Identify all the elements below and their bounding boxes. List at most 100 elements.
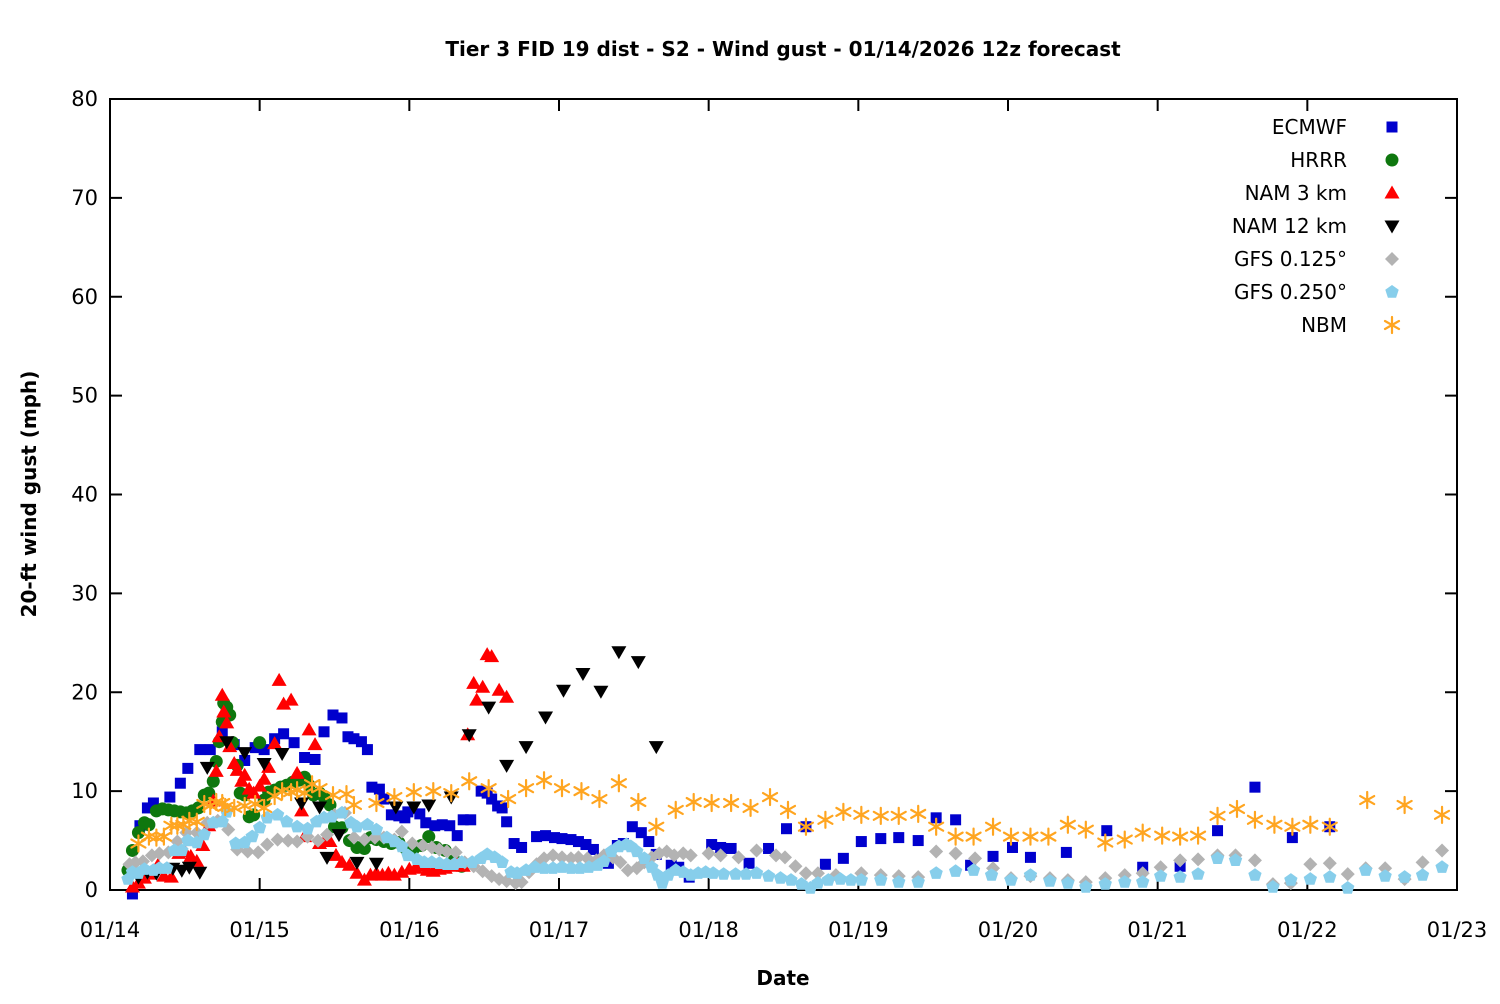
point — [385, 809, 397, 821]
point — [141, 802, 153, 814]
point — [274, 748, 290, 762]
point — [324, 809, 339, 823]
point — [283, 692, 299, 706]
point — [1118, 875, 1132, 888]
point — [500, 789, 517, 809]
point — [593, 685, 609, 699]
point — [290, 834, 305, 849]
point — [1378, 869, 1392, 882]
point — [667, 800, 684, 820]
point — [984, 817, 1002, 836]
point — [626, 821, 638, 833]
point — [1136, 875, 1150, 888]
point — [309, 753, 321, 765]
point — [194, 744, 206, 756]
point — [555, 860, 569, 873]
point — [819, 858, 831, 870]
point — [219, 715, 235, 729]
point — [1134, 823, 1151, 842]
point — [1173, 870, 1187, 883]
point — [216, 704, 232, 718]
point — [288, 737, 300, 749]
point — [1303, 857, 1318, 872]
point — [966, 863, 981, 876]
point — [312, 801, 328, 815]
y-axis-label: 20-ft wind gust (mph) — [17, 371, 41, 618]
x-axis-label: Date — [756, 966, 809, 990]
point — [875, 833, 887, 845]
point — [253, 820, 267, 834]
point — [256, 771, 272, 785]
point — [784, 873, 798, 886]
point — [246, 785, 262, 799]
point — [685, 792, 702, 812]
point — [965, 827, 982, 846]
point — [457, 814, 469, 826]
point — [229, 762, 245, 776]
point — [723, 793, 740, 813]
point — [1228, 853, 1243, 866]
point — [538, 711, 554, 725]
point — [575, 667, 591, 681]
point — [597, 854, 611, 867]
point — [645, 860, 659, 873]
y-tick-label: 70 — [71, 186, 98, 210]
point — [1321, 817, 1338, 836]
legend-item-gfs-0-250-: GFS 0.250° — [1234, 280, 1399, 304]
point — [821, 873, 836, 886]
point — [155, 827, 172, 846]
point — [439, 844, 454, 859]
point — [1172, 827, 1189, 846]
point — [406, 801, 422, 815]
point — [1384, 220, 1400, 234]
point — [1433, 805, 1451, 824]
point — [1061, 876, 1075, 889]
point — [290, 819, 304, 833]
point — [1359, 863, 1373, 876]
y-tick-label: 60 — [71, 285, 98, 309]
point — [499, 759, 515, 773]
point — [278, 728, 290, 740]
point — [706, 866, 720, 879]
point — [665, 859, 677, 871]
point — [281, 833, 296, 848]
point — [1210, 851, 1225, 864]
point — [236, 796, 253, 816]
point — [587, 843, 599, 855]
point — [835, 802, 852, 821]
point — [319, 851, 335, 865]
point — [1043, 874, 1057, 887]
point — [226, 798, 243, 818]
point — [1189, 826, 1207, 845]
point — [715, 841, 727, 853]
point — [1266, 880, 1280, 893]
point — [1396, 795, 1413, 815]
point — [731, 850, 746, 865]
series-gfs-0-250- — [121, 804, 1449, 894]
legend-label: GFS 0.250° — [1234, 280, 1347, 304]
point — [763, 842, 775, 854]
point — [572, 836, 584, 848]
point — [388, 801, 404, 815]
point — [1247, 853, 1262, 868]
point — [797, 817, 815, 836]
point — [1266, 815, 1283, 834]
x-tick-label: 01/23 — [1427, 918, 1488, 942]
point — [405, 783, 422, 802]
point — [630, 656, 646, 670]
point — [1153, 860, 1168, 875]
point — [300, 821, 315, 835]
point — [872, 806, 889, 825]
point — [126, 888, 138, 900]
point — [540, 830, 552, 842]
point — [743, 857, 755, 869]
point — [1359, 790, 1376, 810]
point — [204, 744, 216, 756]
point — [555, 684, 571, 698]
point — [214, 687, 230, 701]
point — [276, 696, 292, 710]
point — [366, 781, 378, 793]
point — [549, 832, 561, 844]
point — [761, 787, 779, 807]
point — [1059, 815, 1076, 834]
